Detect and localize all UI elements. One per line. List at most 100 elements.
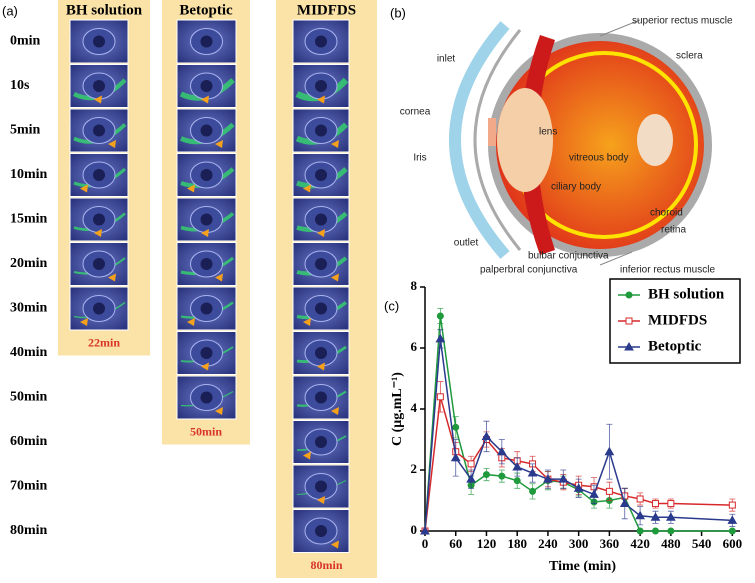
arrow (317, 95, 325, 104)
arrow (303, 318, 311, 326)
legend-marker (625, 317, 633, 325)
legend-label: MIDFDS (648, 312, 707, 328)
marker (420, 525, 430, 535)
pupil (200, 169, 213, 181)
row-label: 10s (10, 78, 30, 93)
row-label: 40min (10, 345, 48, 360)
pupil (315, 436, 327, 448)
pupil (93, 169, 105, 181)
marker (543, 474, 553, 483)
arrow (331, 140, 339, 148)
x-axis-label: Time (min) (549, 559, 616, 574)
arrow (303, 451, 311, 460)
pupil (315, 347, 327, 359)
row-label: 70min (10, 479, 48, 494)
marker (604, 446, 615, 456)
marker (466, 474, 476, 483)
marker (728, 501, 736, 509)
pupil (200, 347, 213, 359)
marker (450, 452, 461, 462)
pupil (200, 391, 213, 404)
row-label: 0min (10, 34, 41, 49)
arrow (187, 318, 195, 326)
arrow (80, 184, 88, 193)
anatomy-label: vitreous body (569, 153, 628, 164)
y-tick-label: 6 (411, 339, 418, 354)
anatomy-label: superior rectus muscle (632, 16, 733, 27)
row-label: 5min (10, 123, 41, 138)
pupil (315, 391, 327, 404)
marker (558, 474, 569, 483)
arrow (317, 496, 325, 504)
pupil (315, 35, 327, 48)
marker (435, 333, 446, 343)
marker (452, 423, 460, 431)
anatomy-label: inlet (437, 54, 456, 65)
panel-label: (a) (2, 3, 18, 18)
arrow (331, 273, 339, 282)
pupil (200, 35, 213, 48)
x-tick-label: 600 (723, 536, 743, 551)
marker (436, 312, 444, 320)
arrow (94, 229, 102, 237)
row-label: 20min (10, 256, 48, 271)
eye-diagram (449, 19, 712, 266)
pupil (93, 80, 105, 92)
anatomy-label: retina (661, 225, 686, 236)
legend-label: BH solution (648, 286, 725, 302)
column-title: Betoptic (179, 2, 233, 18)
duration: 80min (310, 558, 342, 572)
y-tick-label: 2 (411, 461, 418, 476)
pupil (200, 258, 213, 270)
row-label: 50min (10, 390, 48, 405)
arrow (317, 229, 325, 237)
pupil (315, 80, 327, 92)
pupil (93, 35, 105, 48)
duration: 22min (88, 335, 120, 349)
marker (619, 498, 630, 508)
arrow (80, 318, 88, 326)
arrow (108, 273, 116, 282)
marker (513, 477, 521, 485)
pupil (200, 80, 213, 92)
arrow (108, 140, 116, 148)
panel-label: (c) (384, 298, 399, 313)
marker (481, 431, 492, 440)
row-label: 15min (10, 212, 48, 227)
marker (529, 487, 537, 495)
arrow (201, 95, 209, 104)
row-label: 30min (10, 301, 48, 316)
marker (728, 527, 736, 535)
x-tick-label: 540 (692, 536, 712, 551)
anatomy-label: ciliary body (551, 182, 601, 193)
pupil (315, 258, 327, 270)
marker (512, 461, 523, 471)
anatomy-label: Iris (413, 153, 426, 164)
arrow (201, 229, 209, 237)
marker (667, 527, 675, 535)
legend-marker (625, 291, 633, 299)
pupil (93, 213, 105, 226)
marker (636, 495, 644, 503)
marker (436, 393, 444, 401)
marker (651, 527, 659, 535)
series-line (424, 338, 733, 532)
y-tick-label: 8 (411, 278, 418, 293)
marker (467, 460, 475, 468)
anatomy-label: inferior rectus muscle (620, 265, 715, 276)
marker (650, 512, 661, 521)
anatomy-label: choroid (650, 208, 683, 219)
anatomy-label: cornea (400, 107, 431, 118)
marker (589, 489, 599, 498)
marker (636, 527, 644, 535)
arrow (303, 184, 311, 193)
marker (667, 500, 675, 508)
x-tick-label: 240 (538, 536, 558, 551)
marker (665, 512, 676, 521)
arrow (317, 362, 325, 371)
arrow (215, 407, 223, 415)
marker (527, 468, 538, 477)
arrow (187, 184, 195, 193)
pupil (200, 213, 213, 226)
